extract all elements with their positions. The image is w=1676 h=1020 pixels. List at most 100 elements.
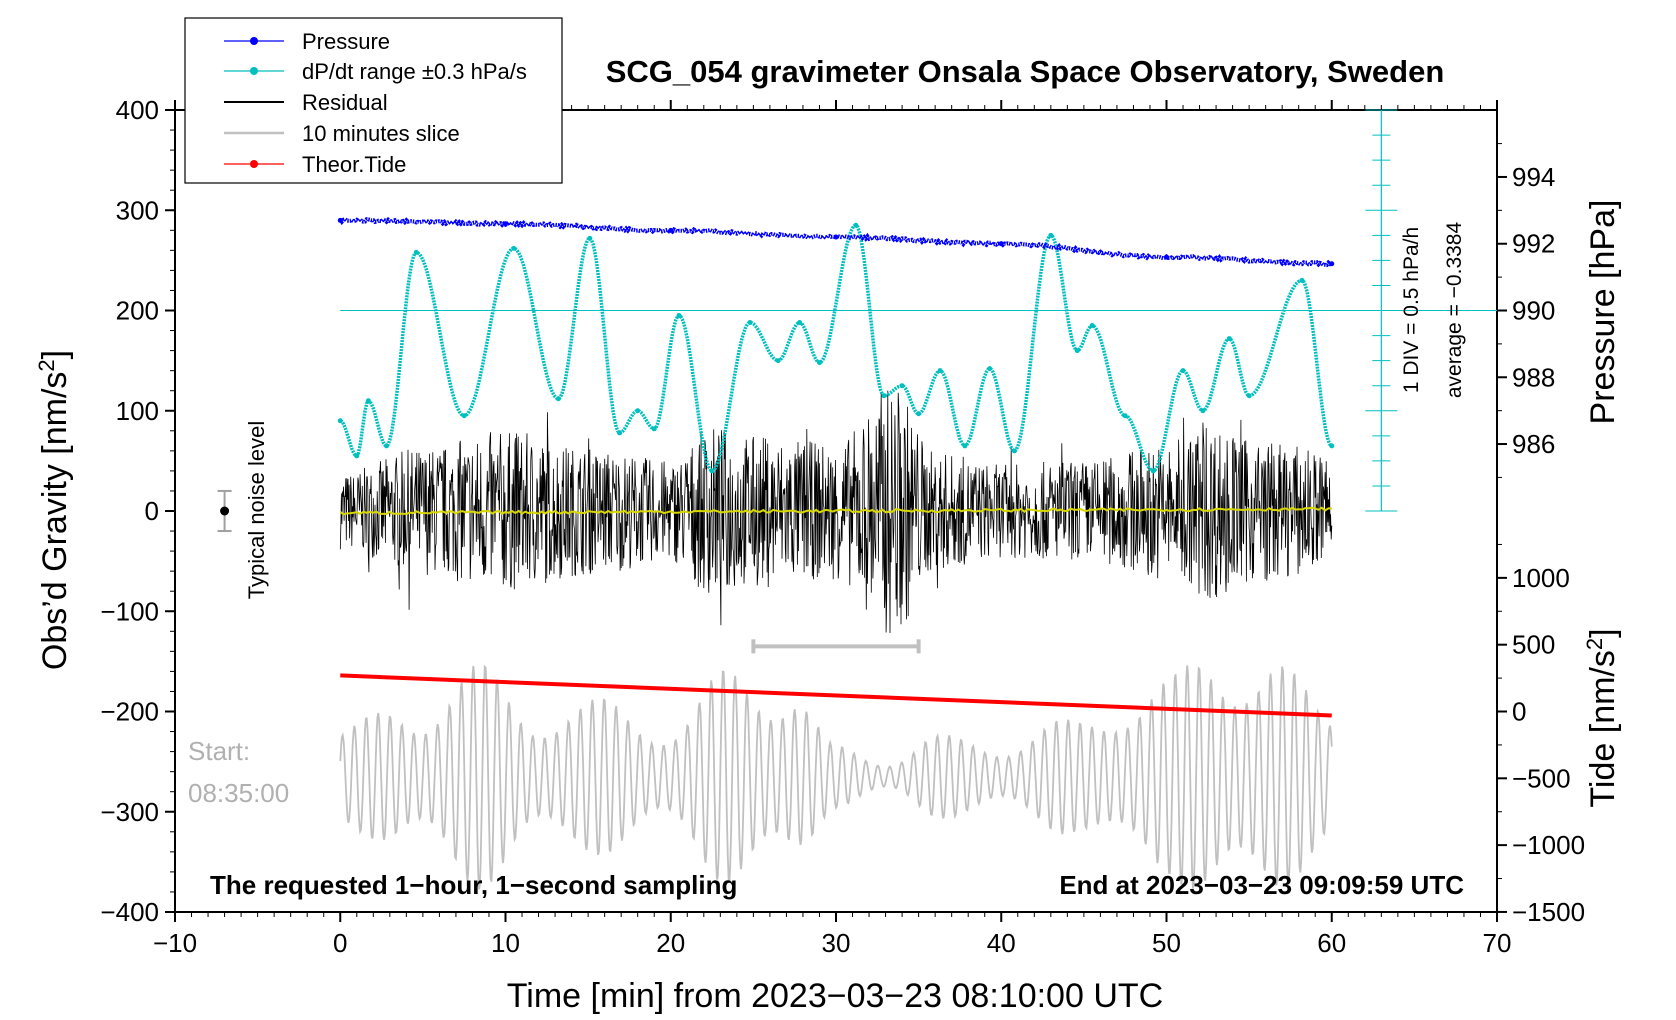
legend-label-tide: Theor.Tide (302, 152, 406, 177)
legend-marker-pressure (250, 37, 258, 45)
dpdt-point (651, 426, 657, 432)
dpdt-point (461, 413, 467, 419)
dpdt-point (853, 222, 859, 228)
start-time: 08:35:00 (188, 778, 289, 808)
legend-label-pressure: Pressure (302, 29, 390, 54)
pressure-tick-label: 994 (1512, 162, 1555, 192)
bottom-left-note: The requested 1−hour, 1−second sampling (210, 870, 737, 900)
dpdt-point (899, 383, 905, 389)
x-tick-label: 0 (333, 928, 347, 958)
tide-tick-label: −500 (1512, 763, 1571, 793)
tide-tick-label: −1000 (1512, 830, 1585, 860)
legend-label-residual: Residual (302, 90, 388, 115)
x-tick-label: 70 (1483, 928, 1512, 958)
pressure-point (1164, 254, 1169, 260)
dpdt-point (354, 453, 360, 459)
dpdt-point (775, 358, 781, 364)
x-axis-title: Time [min] from 2023−03−23 08:10:00 UTC (507, 977, 1163, 1015)
legend-item-dpdt: dP/dt range ±0.3 hPa/s (224, 59, 527, 84)
dpdt-point (747, 320, 753, 326)
y-tick-label: −400 (100, 897, 159, 927)
dpdt-point (617, 430, 623, 436)
dpdt-point (1074, 348, 1080, 354)
legend-marker-dpdt (250, 67, 258, 75)
legend: Pressure dP/dt range ±0.3 hPa/s Residual… (184, 17, 563, 184)
dpdt-point (337, 418, 343, 424)
pressure-tick-label: 988 (1512, 362, 1555, 392)
y-tick-label: −200 (100, 697, 159, 727)
dpdt-point (1299, 277, 1305, 283)
y-tick-label: −100 (100, 596, 159, 626)
legend-label-dpdt: dP/dt range ±0.3 hPa/s (302, 59, 527, 84)
trend-line (339, 506, 1332, 516)
legend-label-slice: 10 minutes slice (302, 121, 460, 146)
dpdt-point (365, 398, 371, 404)
dpdt-point (987, 366, 993, 372)
dpdt-point (1200, 408, 1206, 414)
dpdt-point (916, 411, 922, 417)
tide-tick-label: 1000 (1512, 563, 1570, 593)
legend-item-pressure: Pressure (224, 29, 390, 54)
tide-line (340, 673, 1332, 718)
legend-item-tide: Theor.Tide (224, 152, 406, 177)
dpdt-point (937, 368, 943, 374)
dpdt-point (816, 360, 822, 366)
x-tick-label: 20 (656, 928, 685, 958)
x-tick-label: 60 (1317, 928, 1346, 958)
pressure-tick-label: 986 (1512, 429, 1555, 459)
x-tick-label: 50 (1152, 928, 1181, 958)
tide-axis-title-main: Tide [nm/s (1584, 650, 1622, 807)
y-tick-label: 100 (116, 396, 159, 426)
bottom-right-note: End at 2023−03−23 09:09:59 UTC (1059, 870, 1464, 900)
dpdt-point (511, 245, 517, 251)
dpdt-point (555, 396, 561, 402)
dpdt-line (339, 223, 1333, 473)
tide-axis-title: Tide [nm/s2] (1582, 628, 1622, 807)
dpdt-average-label: average = −0.3384 (1443, 222, 1466, 399)
pressure-point (503, 221, 508, 227)
pressure-point (337, 217, 343, 223)
left-axis-title-end: ] (36, 350, 74, 359)
dpdt-point (1329, 443, 1335, 449)
start-label: Start: (188, 736, 250, 766)
pressure-point (1329, 261, 1335, 267)
pressure-axis-title: Pressure [hPa] (1584, 200, 1622, 425)
dpdt-point (1226, 336, 1232, 342)
axes-layer: −10 0 10 20 30 40 50 60 704003002001000−100−200−… (100, 95, 1585, 958)
x-tick-label: 40 (987, 928, 1016, 958)
dpdt-point (881, 393, 887, 399)
left-axis-title-sup: 2 (34, 359, 59, 371)
dpdt-point (1011, 448, 1017, 454)
legend-item-residual: Residual (224, 90, 388, 115)
dpdt-point (384, 443, 390, 449)
left-axis-title: Obs’d Gravity [nm/s2] (34, 350, 74, 670)
pressure-point (998, 241, 1004, 247)
y-tick-label: −300 (100, 797, 159, 827)
dpdt-point (587, 235, 593, 241)
left-axis-title-main: Obs’d Gravity [nm/s (36, 372, 74, 671)
chart-title: SCG_054 gravimeter Onsala Space Observat… (606, 54, 1445, 89)
noise-level-label: Typical noise level (244, 421, 269, 600)
tide-tick-label: −1500 (1512, 897, 1585, 927)
series-layer (337, 216, 1335, 890)
x-tick-label: 10 (491, 928, 520, 958)
y-tick-label: 200 (116, 296, 159, 326)
dpdt-point (797, 320, 803, 326)
tide-tick-label: 0 (1512, 697, 1526, 727)
dpdt-scale-label: 1 DIV = 0.5 hPa/h (1400, 227, 1423, 393)
x-tick-label: 30 (822, 928, 851, 958)
dpdt-point (1180, 368, 1186, 374)
dpdt-point (1150, 468, 1156, 474)
pressure-tick-label: 990 (1512, 296, 1555, 326)
y-tick-label: 300 (116, 195, 159, 225)
dpdt-point (962, 443, 968, 449)
tide-tick-label: 500 (1512, 630, 1555, 660)
tide-axis-title-end: ] (1584, 628, 1622, 637)
legend-item-slice: 10 minutes slice (224, 121, 460, 146)
legend-box (184, 17, 563, 184)
residual-line (339, 390, 1333, 634)
x-tick-label: −10 (153, 928, 197, 958)
pressure-tick-label: 992 (1512, 229, 1555, 259)
y-tick-label: 0 (145, 496, 159, 526)
pressure-line (338, 216, 1333, 268)
